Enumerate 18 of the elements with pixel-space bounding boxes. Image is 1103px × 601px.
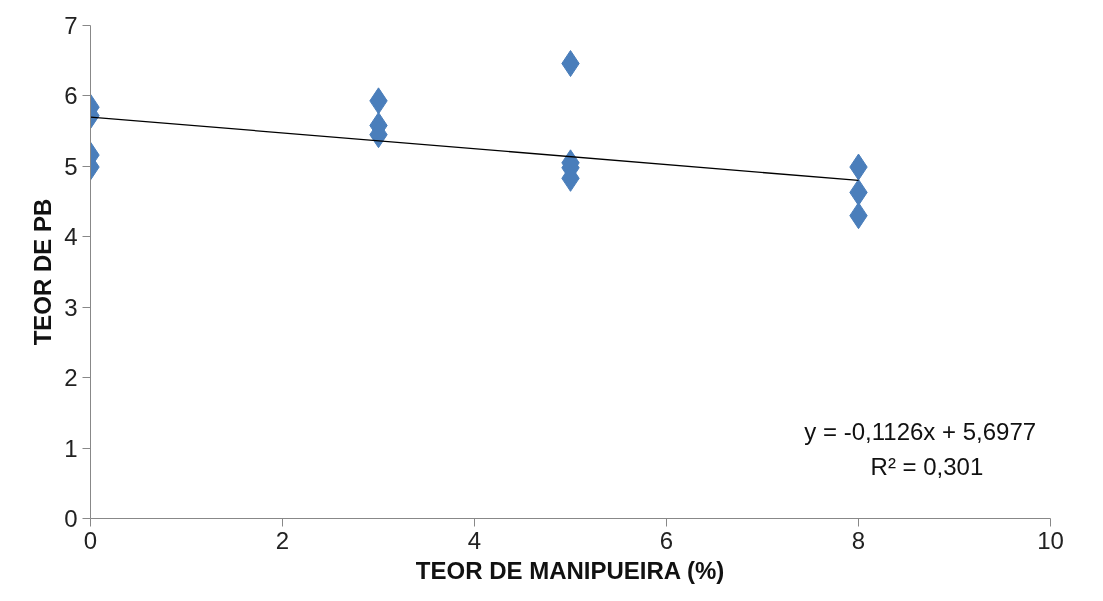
x-tick-label: 4 <box>467 526 482 554</box>
x-tick-label: 10 <box>1037 526 1064 554</box>
annotation: y = -0,1126x + 5,6977 <box>804 417 1037 445</box>
x-axis-title: TEOR DE MANIPUEIRA (%) <box>415 556 725 584</box>
x-tick-label: 0 <box>83 526 98 554</box>
x-tick-label: 8 <box>851 526 866 554</box>
x-tick-label: 6 <box>659 526 674 554</box>
y-tick-label: 2 <box>64 364 78 392</box>
y-tick-label: 3 <box>64 293 78 321</box>
y-tick-label: 6 <box>64 82 78 110</box>
y-tick-label: 0 <box>64 505 78 532</box>
y-tick-label: 5 <box>64 152 78 180</box>
y-tick-label: 7 <box>64 12 78 39</box>
y-tick-label: 1 <box>64 434 78 462</box>
y-tick-label: 4 <box>64 223 78 251</box>
y-axis-title: TEOR DE PB <box>29 198 57 346</box>
annotation: R² = 0,301 <box>870 452 984 480</box>
x-tick-label: 2 <box>275 526 290 554</box>
